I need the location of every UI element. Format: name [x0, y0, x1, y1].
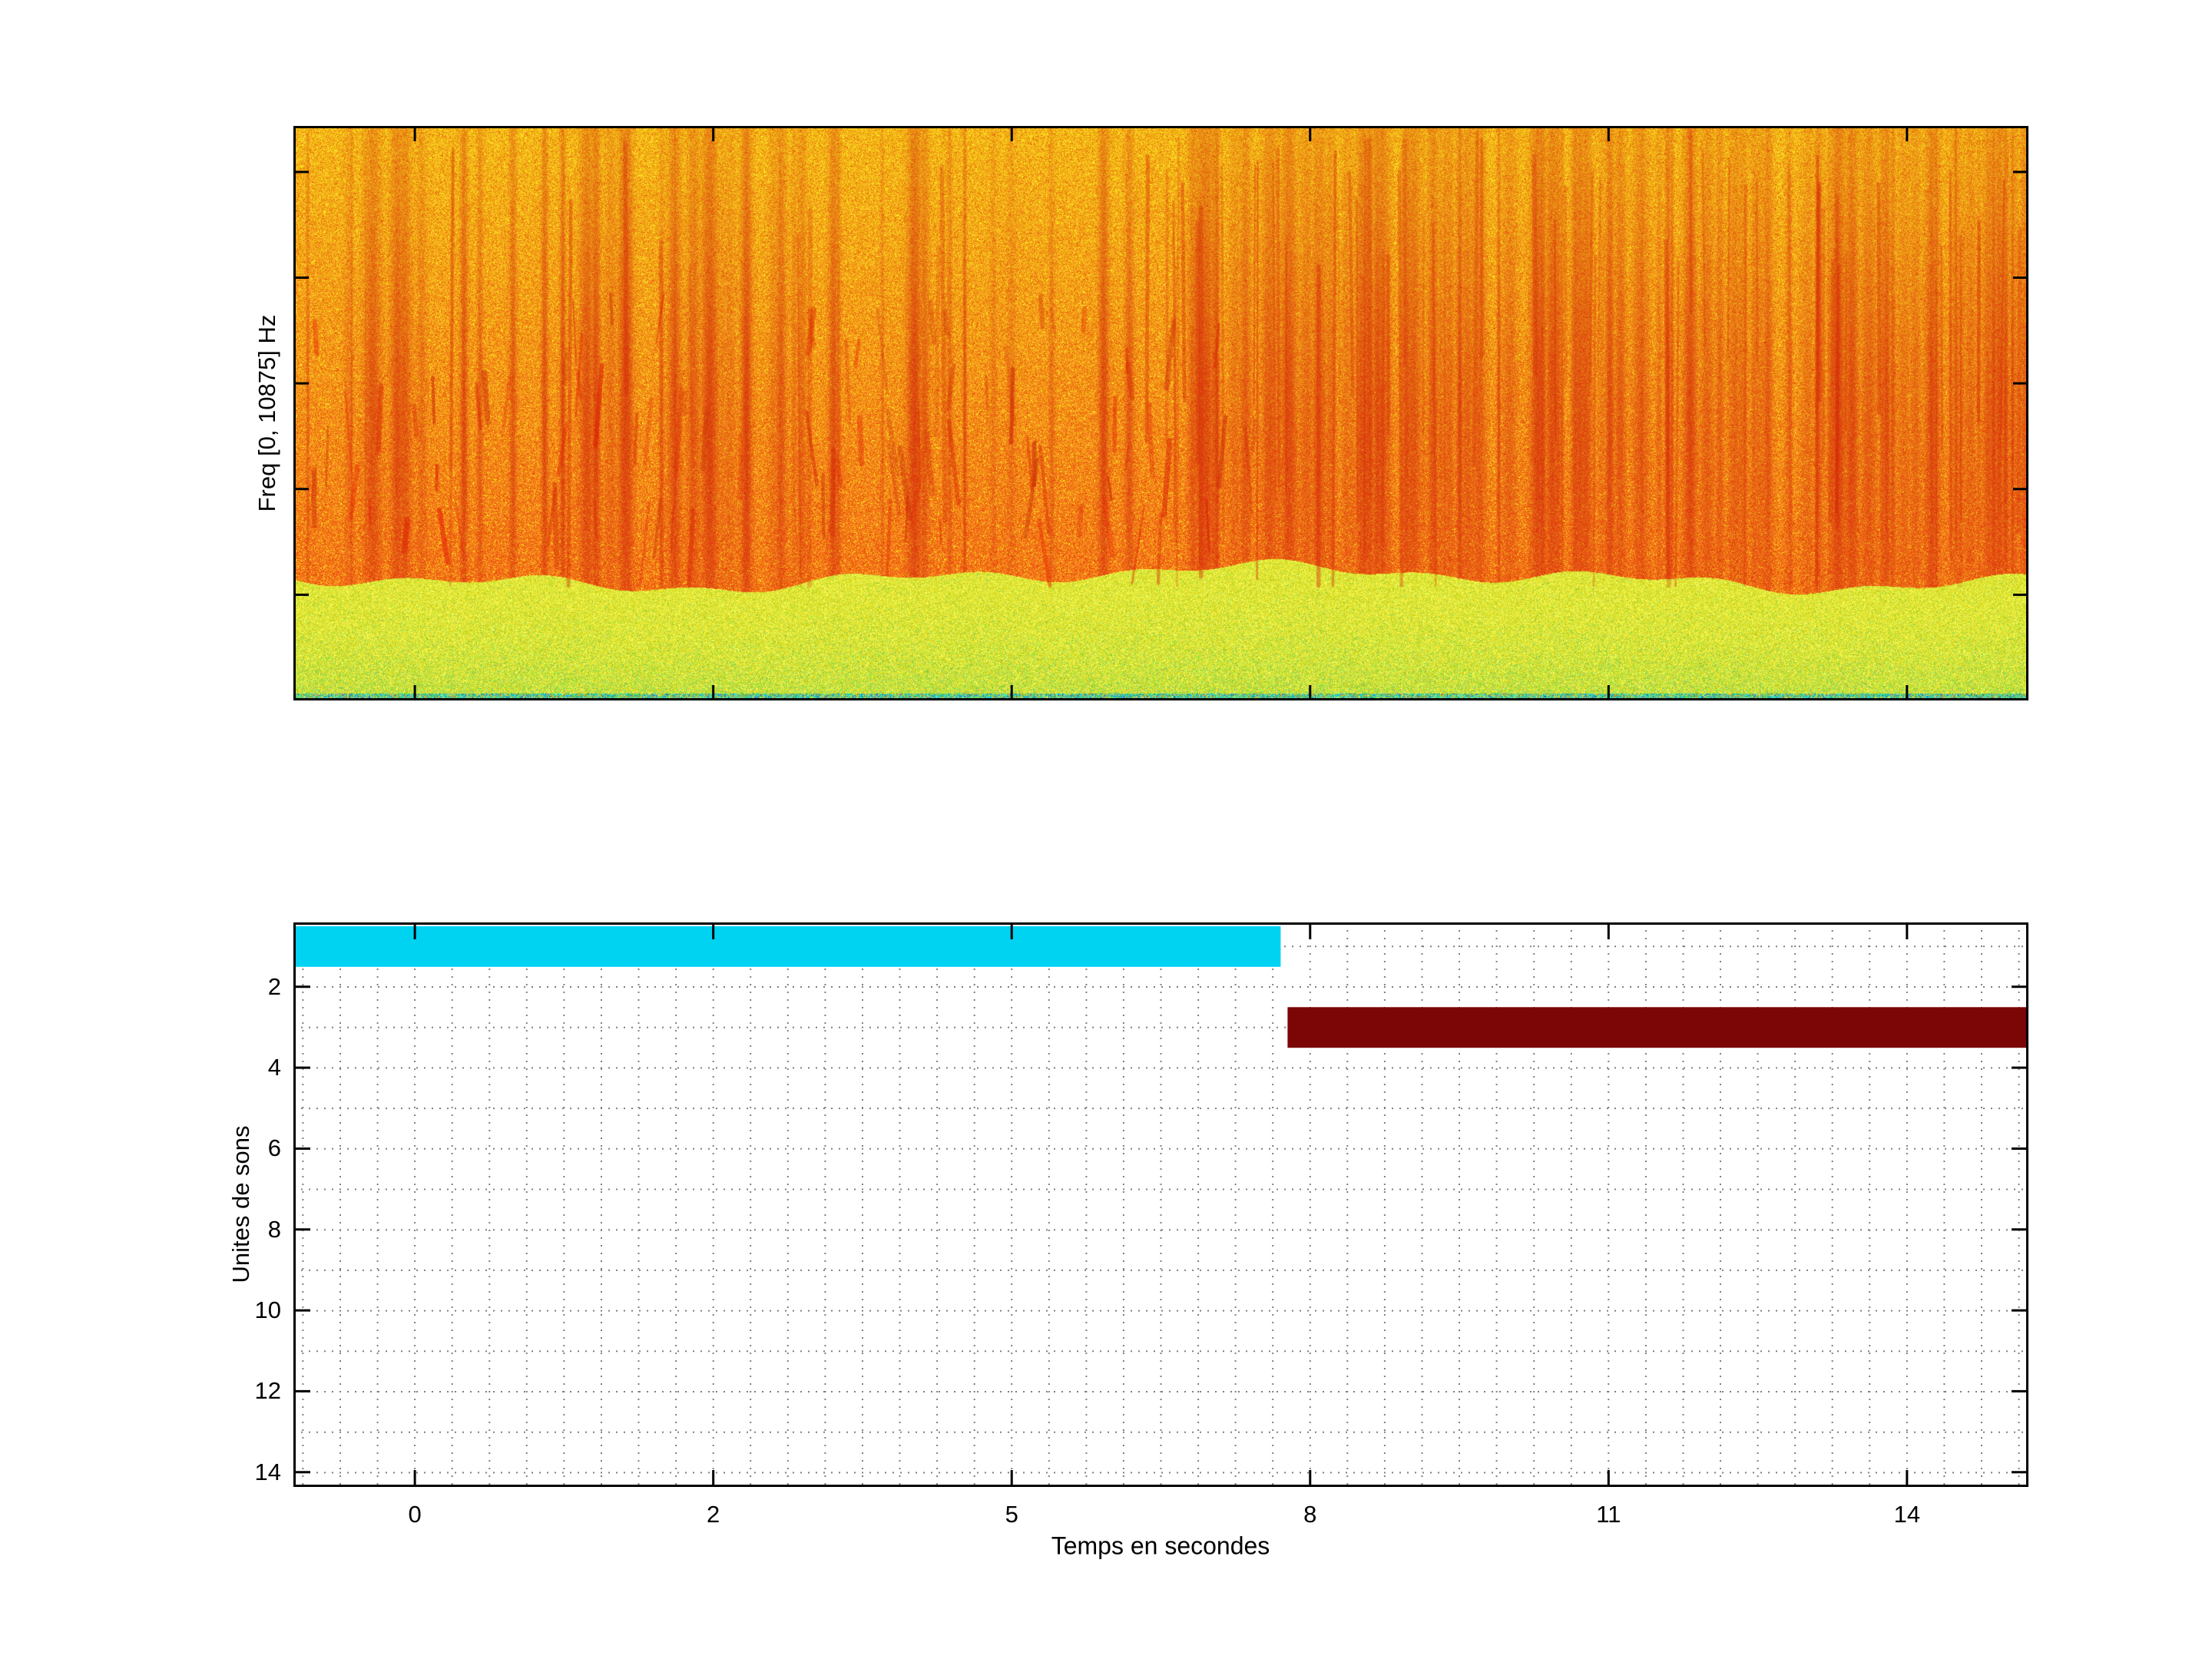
x-tick-label: 0 — [408, 1501, 422, 1528]
y-tick-label: 8 — [267, 1215, 281, 1243]
units-xlabel: Temps en secondes — [1051, 1532, 1270, 1560]
x-tick-label: 8 — [1303, 1501, 1317, 1528]
x-tick-label: 5 — [1005, 1501, 1018, 1528]
y-tick-label: 2 — [267, 972, 281, 1000]
x-tick-label: 2 — [707, 1501, 720, 1528]
y-tick-label: 6 — [267, 1134, 281, 1162]
units-plot — [293, 922, 2028, 1487]
y-tick-label: 10 — [254, 1296, 281, 1324]
x-tick-label: 11 — [1596, 1501, 1621, 1528]
units-axes — [293, 922, 2028, 1487]
y-tick-label: 4 — [267, 1054, 281, 1081]
y-tick-label: 12 — [254, 1377, 281, 1405]
spectrogram-plot — [293, 126, 2028, 700]
spectrogram-ylabel: Freq [0, 10875] Hz — [253, 314, 280, 512]
x-tick-label: 14 — [1893, 1501, 1921, 1528]
spectrogram-axes — [293, 126, 2028, 700]
spectrogram-image — [293, 126, 2028, 700]
y-tick-label: 14 — [254, 1458, 281, 1485]
